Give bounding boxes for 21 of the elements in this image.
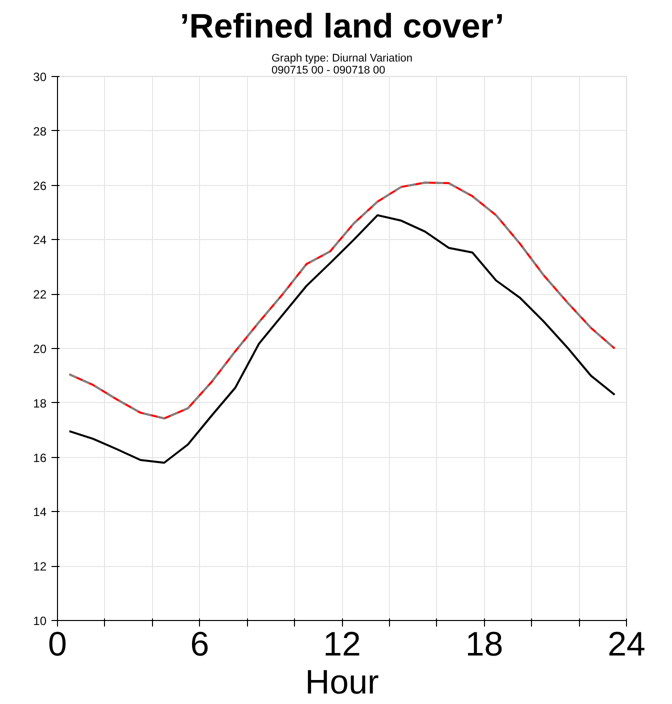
x-tick-label: 18 bbox=[465, 626, 504, 664]
line-series bbox=[68, 214, 616, 464]
chart-subtitle: Graph type: Diurnal Variation 090715 00 - 090718 00 bbox=[271, 52, 413, 76]
chart-title: ’Refined land cover’ bbox=[180, 8, 504, 46]
x-tick-label: 0 bbox=[48, 626, 67, 664]
line-series bbox=[68, 182, 616, 420]
x-tick-label: 24 bbox=[608, 626, 646, 664]
y-tick-label: 20 bbox=[33, 342, 47, 356]
y-tick-label: 26 bbox=[33, 178, 47, 193]
y-tick-label: 30 bbox=[33, 70, 47, 84]
y-tick-label: 24 bbox=[33, 233, 47, 248]
y-tick-label: 22 bbox=[33, 288, 47, 302]
y-tick-label: 16 bbox=[33, 450, 47, 465]
y-tick-label: 14 bbox=[33, 505, 47, 520]
y-tick-label: 10 bbox=[33, 614, 47, 628]
x-tick-label: 12 bbox=[323, 626, 361, 664]
x-axis-title: Hour bbox=[305, 664, 379, 702]
x-tick-label: 6 bbox=[190, 626, 210, 664]
y-tick-label: 12 bbox=[33, 560, 47, 574]
y-tick-label: 28 bbox=[33, 124, 47, 138]
y-tick-label: 18 bbox=[33, 396, 47, 410]
